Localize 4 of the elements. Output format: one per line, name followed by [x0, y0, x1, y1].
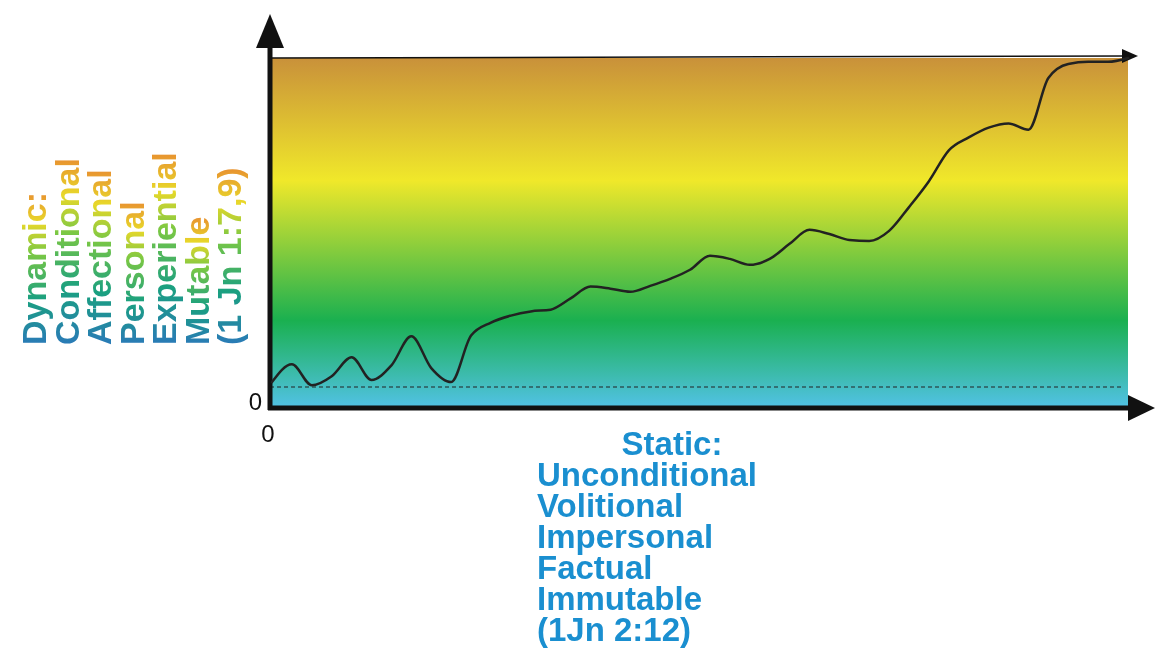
y-axis-title: Dynamic: Conditional Affectional Personal Experiential Mutable (1 Jn 1:7,9): [15, 152, 248, 345]
x-axis-title: Static: Unconditional Volitional Impersonal Factual Immutable (1Jn 2:12): [537, 425, 757, 648]
text: 0: [261, 420, 275, 447]
text: 0: [248, 388, 262, 415]
